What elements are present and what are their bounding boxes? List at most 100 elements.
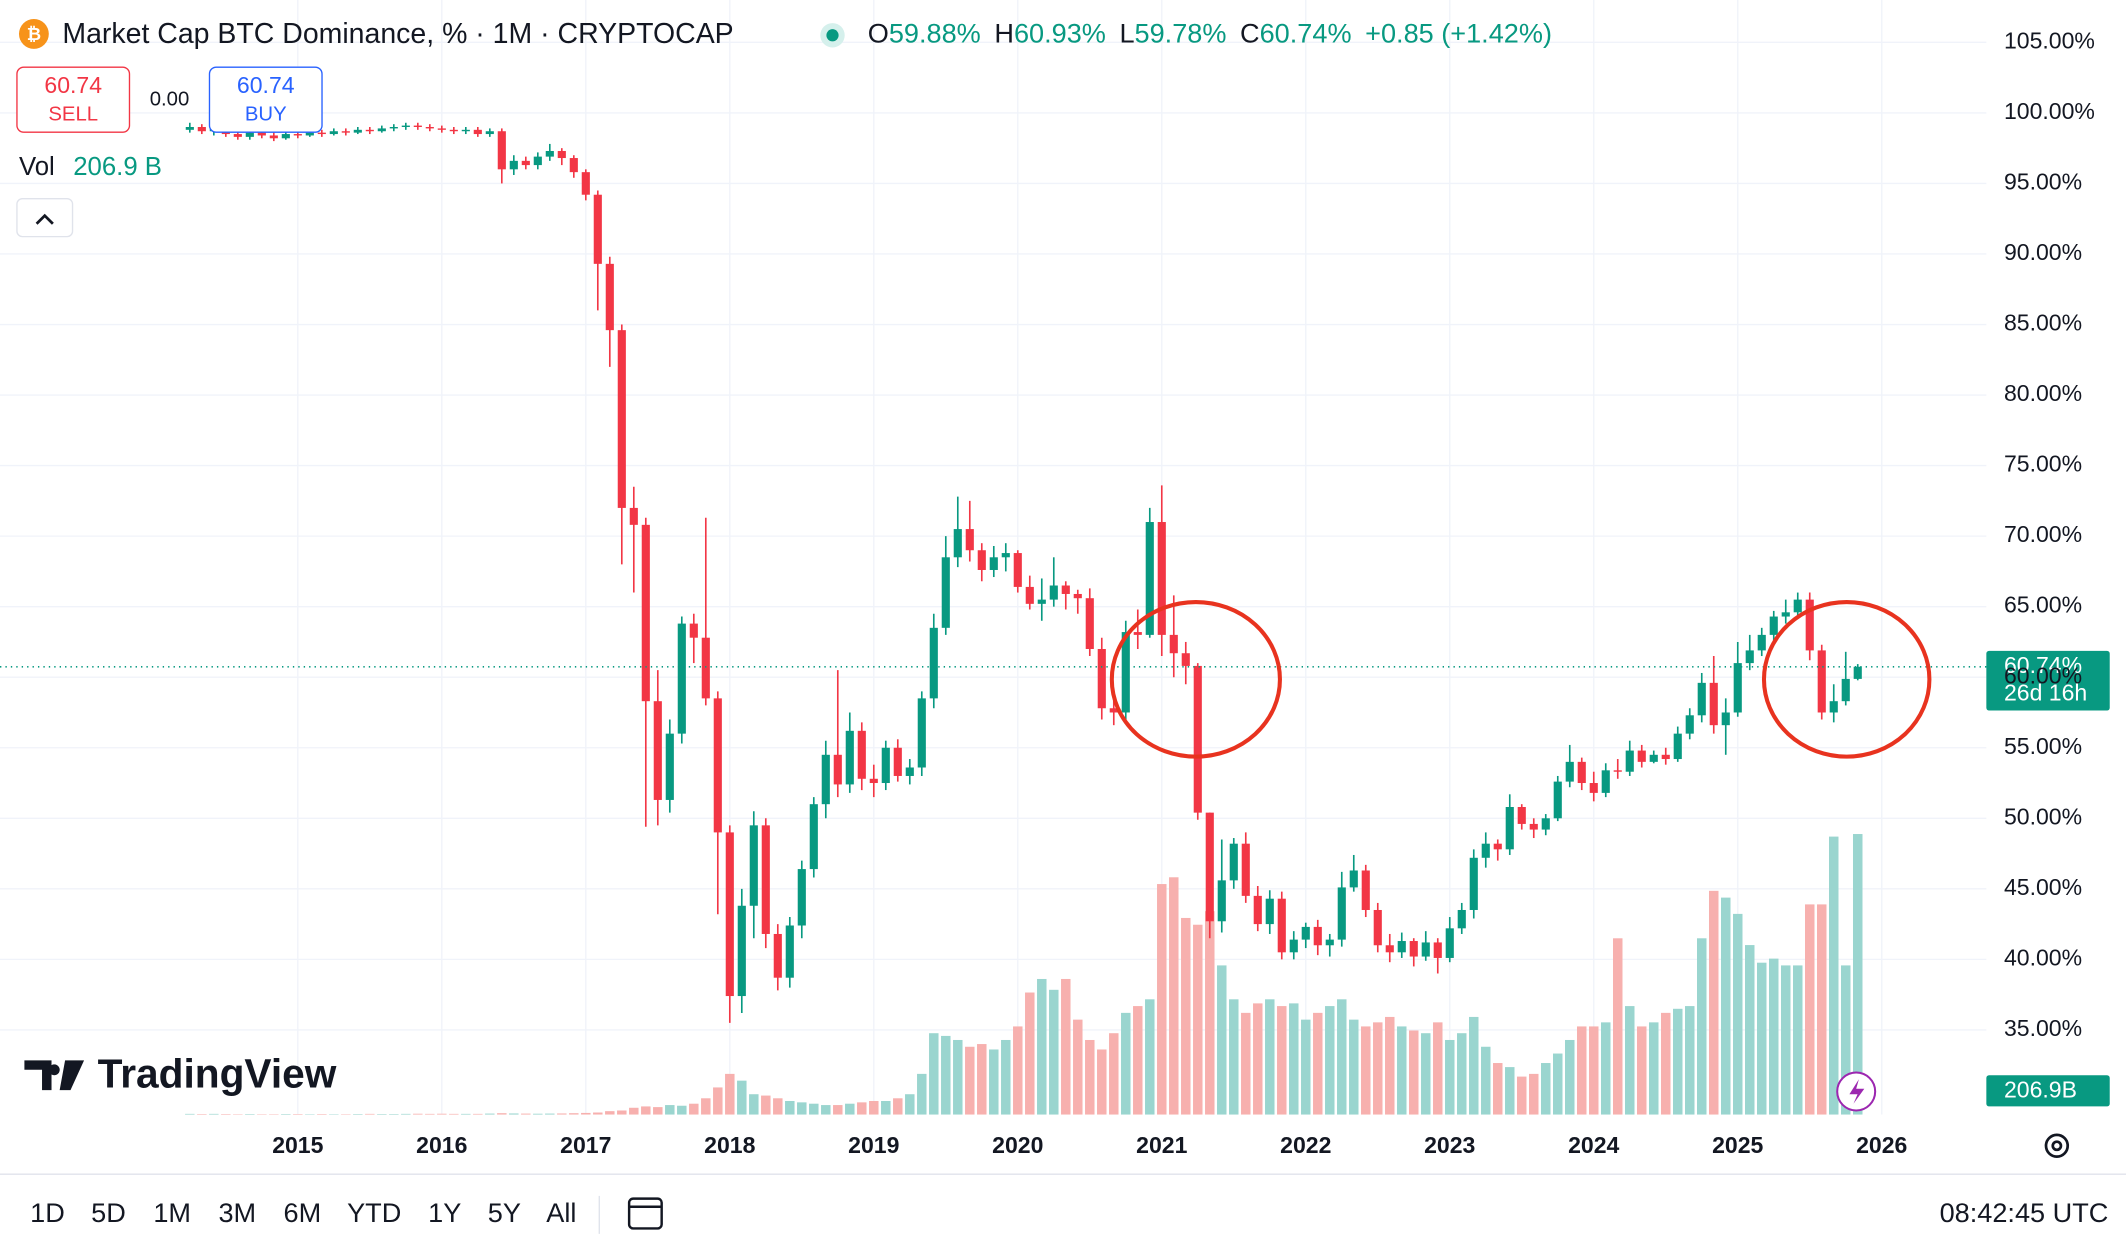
candle-body (1097, 648, 1106, 709)
y-tick-label: 45.00% (2004, 874, 2082, 900)
volume-bar (773, 1098, 783, 1115)
volume-bar (1217, 965, 1227, 1115)
candle-body (713, 698, 722, 833)
price-badge-countdown: 26d 16h (2004, 679, 2087, 705)
candle-body (593, 194, 602, 264)
candle-body (1193, 665, 1202, 813)
volume-bar (449, 1113, 459, 1115)
settings-icon (2051, 1140, 2063, 1152)
volume-bar (905, 1094, 915, 1115)
volume-bar (1469, 1016, 1479, 1115)
volume-bar (821, 1105, 831, 1115)
volume-bar (413, 1113, 423, 1115)
candle-body (569, 158, 578, 173)
volume-bar (1637, 1026, 1647, 1115)
date-range-button[interactable] (627, 1197, 663, 1230)
interval-button[interactable]: 3M (218, 1197, 256, 1228)
candle-body (305, 132, 314, 136)
volume-bar (425, 1113, 435, 1115)
candle-body (245, 132, 254, 137)
volume-bar (1840, 965, 1851, 1115)
volume-bar (1133, 1006, 1143, 1115)
volume-legend-value: 206.9 B (73, 153, 162, 181)
candle-body (1337, 887, 1346, 940)
volume-bar (473, 1113, 483, 1115)
candle-body (581, 172, 590, 195)
volume-bar (1193, 924, 1203, 1115)
candle-body (557, 150, 566, 159)
candle-body (1793, 599, 1802, 613)
candle-body (1601, 770, 1610, 793)
volume-bar (293, 1114, 303, 1115)
volume-bar (1349, 1019, 1359, 1115)
interval-button[interactable]: 5Y (488, 1197, 521, 1228)
collapse-button[interactable] (16, 197, 74, 238)
y-tick-label: 105.00% (2004, 27, 2095, 53)
candle-body (917, 698, 926, 768)
volume-bar (1457, 1033, 1467, 1115)
volume-bar (881, 1100, 891, 1115)
volume-bar (1373, 1022, 1383, 1115)
volume-bar (1409, 1030, 1419, 1115)
volume-bar (1157, 884, 1167, 1115)
buy-button[interactable] (208, 66, 323, 133)
candle-body (737, 905, 746, 997)
interval-button[interactable]: 1M (153, 1197, 191, 1228)
volume-bar (1601, 1022, 1611, 1115)
candle-body (1829, 701, 1838, 713)
sell-price: 60.74 (44, 72, 102, 98)
candle-body (1013, 553, 1022, 587)
candle-body (1421, 942, 1430, 957)
ohlc-value: 59.88% (889, 17, 981, 48)
volume-bar (1337, 999, 1347, 1115)
candle-body (1169, 634, 1178, 654)
candle-body (185, 127, 194, 130)
candle-body (881, 747, 890, 784)
change: +0.85 (+1.42%) (1365, 17, 1552, 48)
candle-body (269, 135, 278, 139)
volume-bar (1001, 1039, 1011, 1115)
candle-body (1505, 807, 1514, 850)
interval-button[interactable]: 1Y (428, 1197, 461, 1228)
chart-title[interactable]: Market Cap BTC Dominance, % · 1M · CRYPT… (62, 18, 733, 50)
candle-body (773, 933, 782, 978)
sell-button[interactable] (16, 66, 131, 133)
candle-body (1589, 783, 1598, 793)
candle-body (461, 129, 470, 132)
interval-button[interactable]: YTD (347, 1197, 401, 1228)
candle-body (545, 150, 554, 157)
candle-body (437, 128, 446, 130)
candle-body (1145, 522, 1154, 635)
candle-body (377, 128, 386, 132)
candle-body (1277, 898, 1286, 953)
candle-body (1757, 634, 1766, 651)
interval-button[interactable]: 6M (284, 1197, 322, 1228)
candle-body (821, 754, 830, 805)
volume-bar (1505, 1067, 1515, 1115)
candle-body (1241, 843, 1250, 896)
volume-bar (845, 1103, 855, 1115)
interval-button[interactable]: 5D (91, 1197, 126, 1228)
clock[interactable]: 08:42:45 UTC (1940, 1197, 2109, 1228)
interval-button[interactable]: All (546, 1197, 576, 1228)
interval-toolbar: 1D 5D 1M 3M 6M YTD 1Y 5Y All (30, 1197, 576, 1228)
collapse-icon (35, 213, 54, 225)
y-tick-label: 55.00% (2004, 733, 2082, 759)
y-tick-label: 70.00% (2004, 521, 2082, 547)
volume-bar (1361, 1026, 1371, 1115)
volume-bar (485, 1113, 495, 1115)
candle-body (509, 160, 518, 170)
volume-bar (1073, 1019, 1083, 1115)
price-pane (0, 122, 1987, 1023)
candle-body (1289, 939, 1298, 953)
candle-body (1073, 593, 1082, 599)
ohlc-legend: O59.88% H60.93% L59.78% C60.74% +0.85 (+1.42… (868, 17, 1552, 48)
candle-body (665, 733, 674, 800)
settings-button[interactable] (2044, 1133, 2070, 1158)
candle-body (1541, 818, 1550, 830)
candle-body (1625, 750, 1634, 772)
candle-body (965, 529, 974, 551)
spread: 0.00 (150, 89, 190, 111)
volume-bar (1625, 1006, 1635, 1115)
interval-button[interactable]: 1D (30, 1197, 65, 1228)
